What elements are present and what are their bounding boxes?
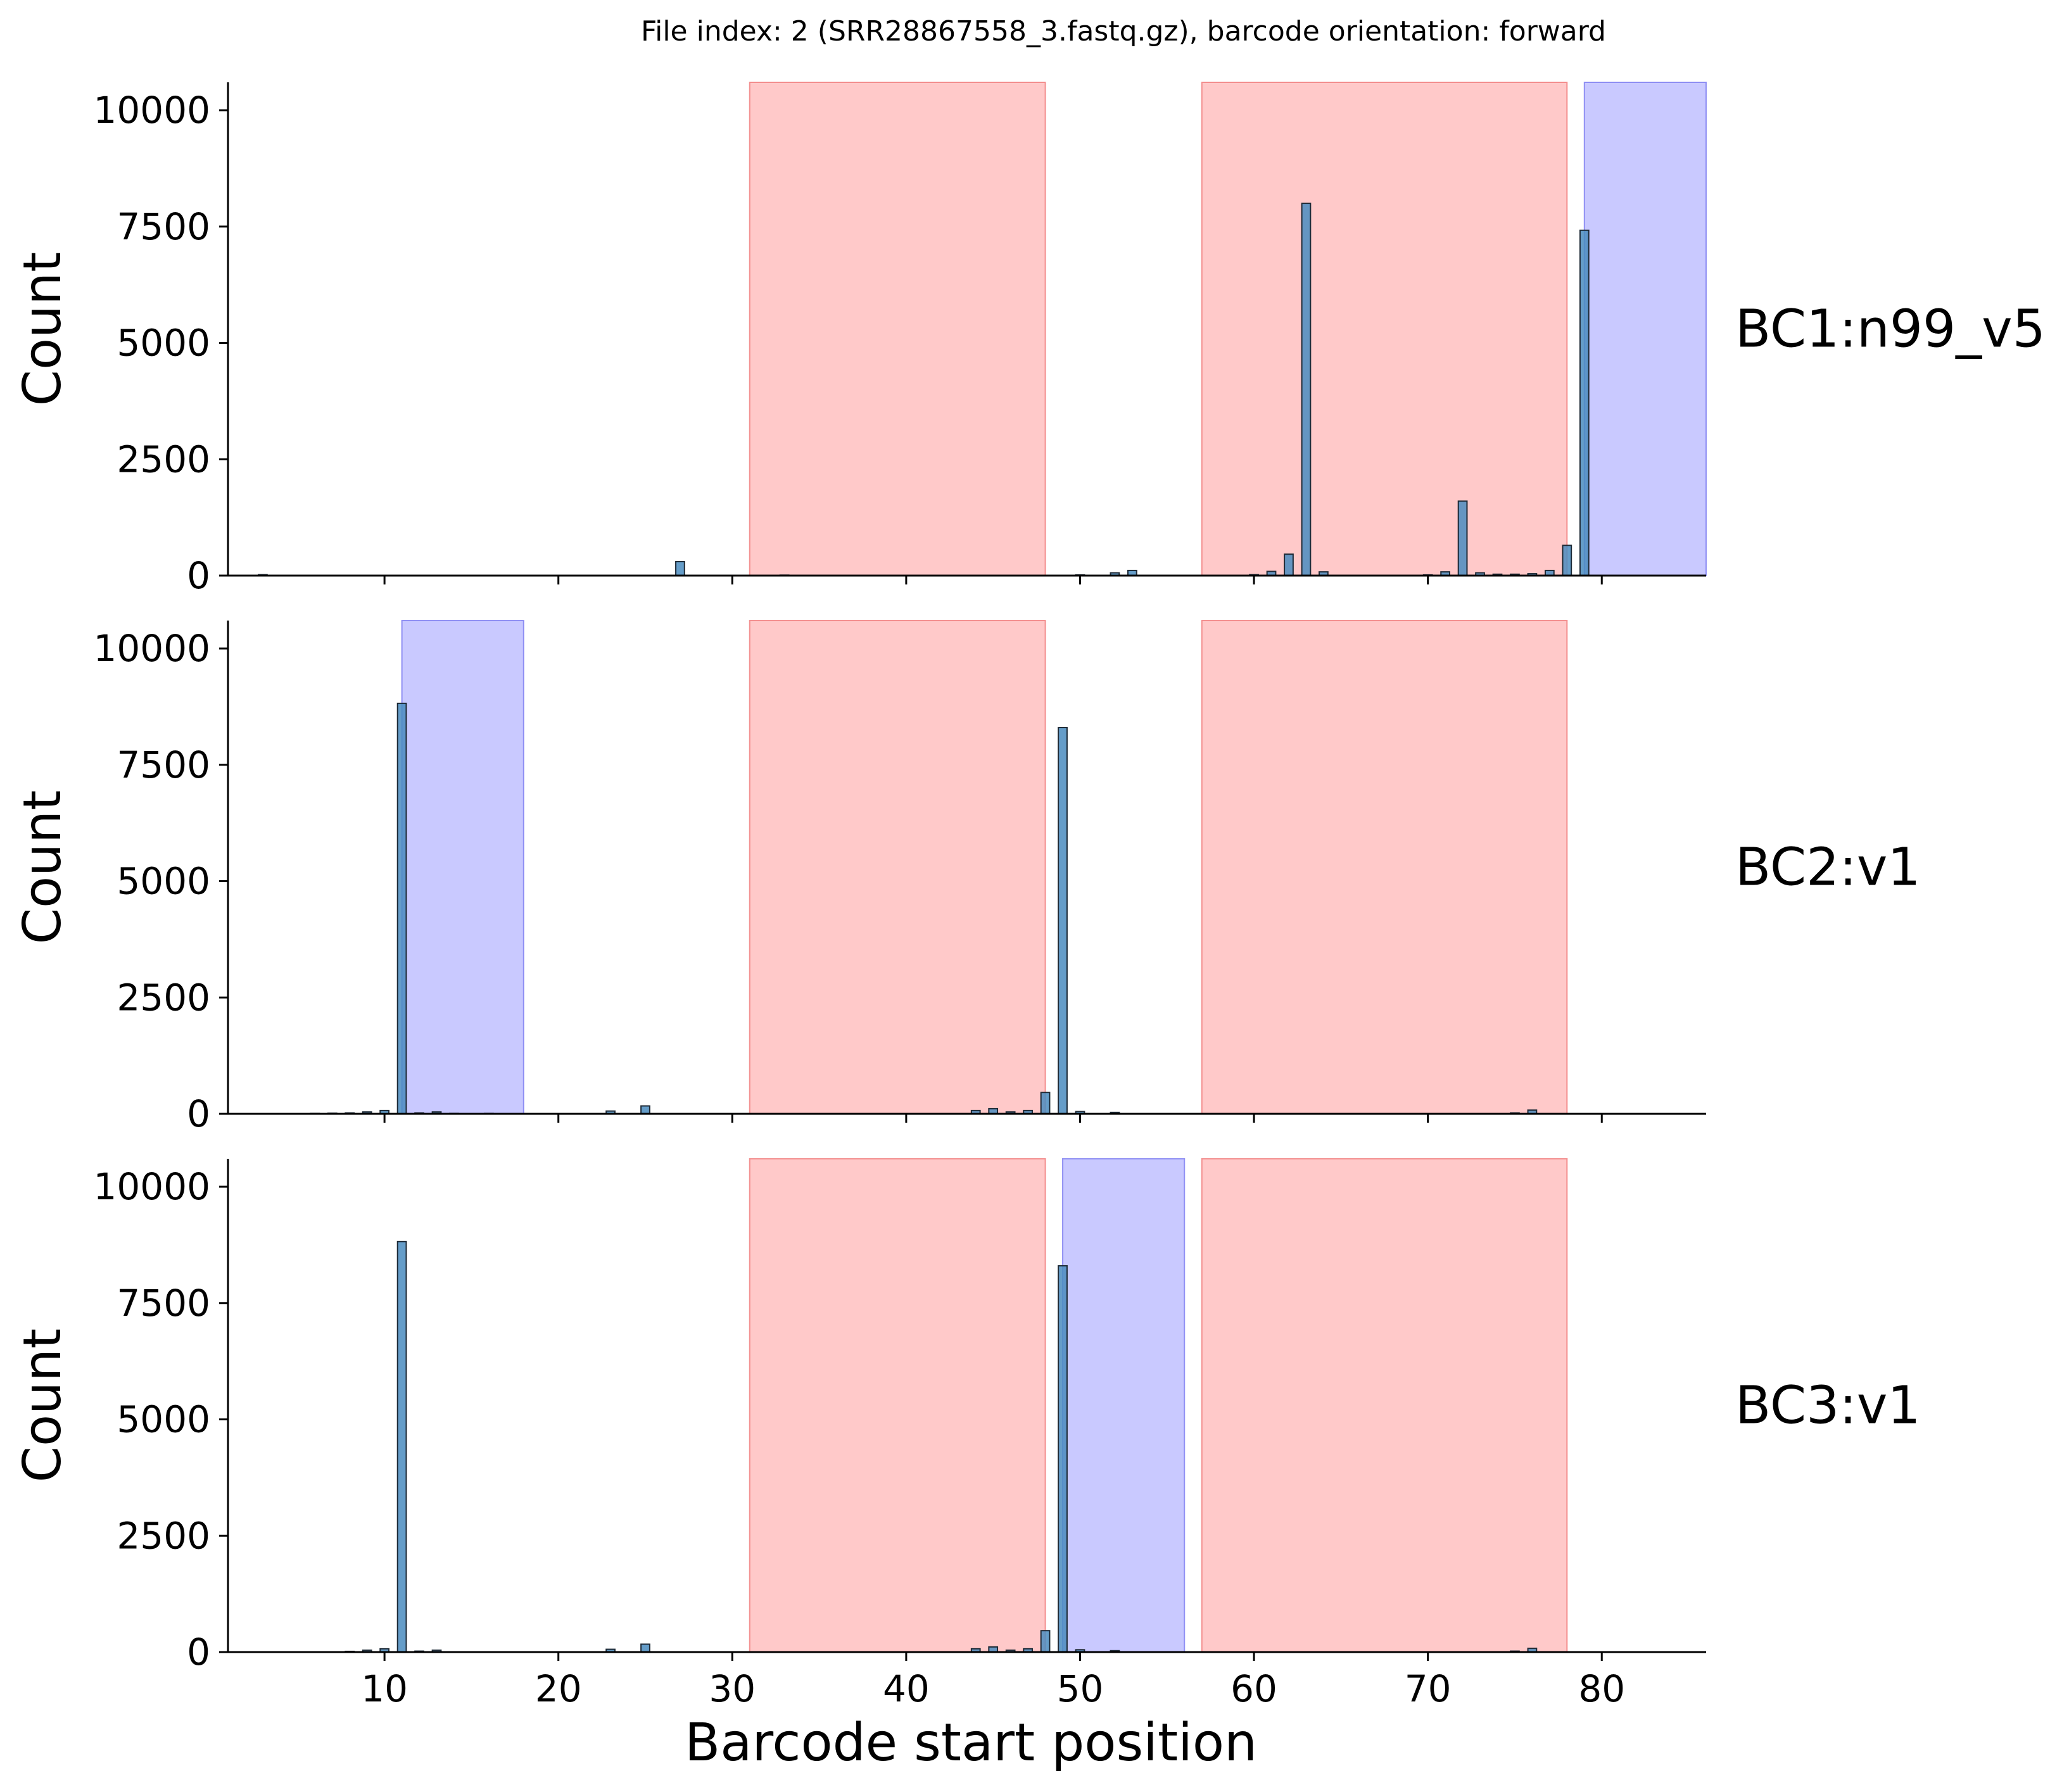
panel-label: BC2:v1 [1735,838,1921,898]
y-tick-label: 2500 [117,438,210,481]
x-tick-label: 60 [1231,1667,1277,1710]
red-region [749,620,1046,1114]
panel-1: 0 2500 5000 7500 10000 Count BC1:n99_v5 [13,82,2046,597]
histogram-bar [1562,545,1572,577]
y-tick-label: 5000 [117,322,210,365]
histogram-bar [1579,229,1590,576]
x-tick-label: 10 [361,1667,408,1710]
y-tick-label: 7500 [117,743,210,786]
histogram-bar [1457,500,1468,577]
red-region [1201,82,1568,576]
histogram-bar [675,560,685,576]
blue-region [1583,82,1707,576]
histogram-bar [1058,727,1068,1114]
histogram-bar [1301,203,1312,576]
figure-title: File index: 2 (SRR28867558_3.fastq.gz), … [641,15,1606,47]
chart-panels: 0 2500 5000 7500 10000 Count BC1:n99_v5 0 2500 50… [13,82,2046,1710]
y-tick-label: 0 [187,1631,210,1674]
y-tick-label: 2500 [117,1514,210,1557]
y-axis-label: Count [13,1328,73,1483]
y-tick-label: 10000 [93,89,210,132]
y-tick-label: 0 [187,1092,210,1135]
panel-label: BC3:v1 [1735,1376,1921,1436]
y-tick-label: 7500 [117,1282,210,1325]
y-tick-label: 5000 [117,860,210,903]
red-region [749,82,1046,576]
x-tick-label: 80 [1578,1667,1625,1710]
x-axis-label: Barcode start position [685,1713,1257,1773]
x-tick-label: 30 [709,1667,756,1710]
y-tick-label: 7500 [117,205,210,248]
x-tick-label: 20 [535,1667,582,1710]
histogram-bar [1040,1092,1051,1114]
y-tick-label: 5000 [117,1398,210,1441]
histogram-bar [1284,553,1294,576]
histogram-bar [640,1105,650,1114]
histogram-bar [640,1643,650,1653]
x-tick-label: 50 [1057,1667,1104,1710]
y-tick-label: 2500 [117,976,210,1019]
y-axis-label: Count [13,790,73,945]
blue-region [401,620,524,1114]
histogram-bar [1040,1630,1051,1653]
histogram-bar [1058,1265,1068,1653]
x-tick-label: 40 [883,1667,930,1710]
panel-2: 0 2500 5000 7500 10000 Count BC2:v1 [13,620,1921,1135]
red-region [749,1158,1046,1653]
x-tick-label: 70 [1405,1667,1452,1710]
histogram-bar [396,702,407,1114]
panel-label: BC1:n99_v5 [1735,300,2046,360]
y-axis-label: Count [13,252,73,407]
histogram-bar [396,1240,407,1653]
y-tick-label: 10000 [93,627,210,670]
blue-region [1062,1158,1186,1653]
red-region [1201,620,1568,1114]
y-tick-label: 0 [187,554,210,597]
red-region [1201,1158,1568,1653]
y-tick-label: 10000 [93,1165,210,1208]
panel-3: 0 2500 5000 7500 10000 10 20 30 40 50 60 70 80 Count B… [13,1158,1921,1710]
